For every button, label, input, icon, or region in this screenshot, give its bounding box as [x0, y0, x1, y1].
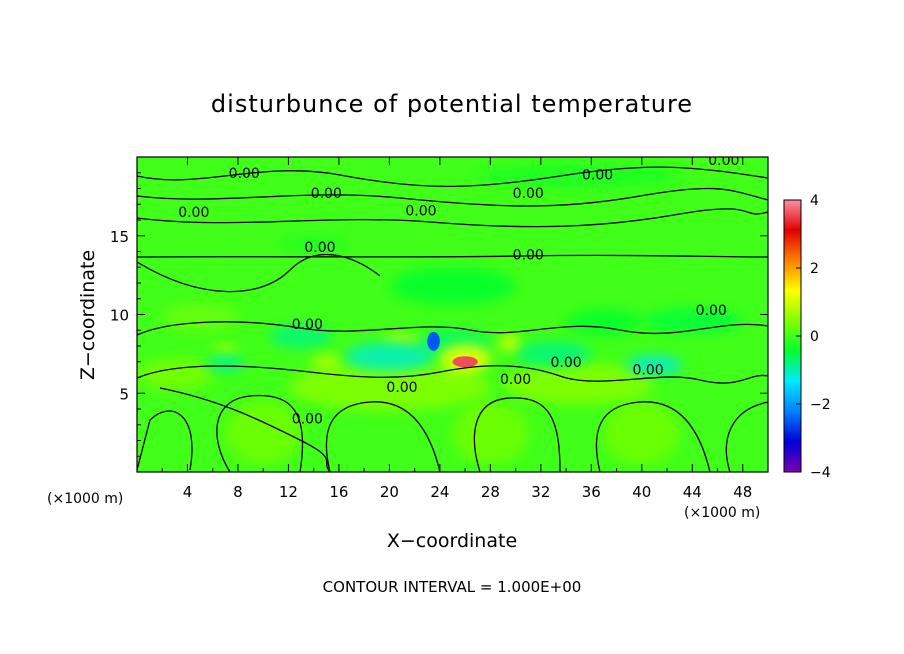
x-tick-label: 12	[279, 483, 298, 501]
anomaly-blob	[225, 401, 302, 465]
contour-label: 0.00	[311, 186, 342, 202]
x-tick-label: 16	[329, 483, 348, 501]
anomaly-blob	[282, 237, 346, 250]
anomaly-blob	[515, 341, 592, 367]
contour-zero-line	[725, 401, 768, 472]
anomaly-blob	[206, 355, 245, 372]
contour-label: 0.00	[633, 363, 664, 379]
anomaly-blob	[641, 308, 743, 334]
x-tick-label: 20	[380, 483, 399, 501]
contour-zero-line	[137, 208, 768, 228]
contour-label: 0.00	[405, 204, 436, 220]
x-tick-label: 40	[632, 483, 651, 501]
contour-label: 0.00	[229, 166, 260, 182]
anomaly-blob	[162, 303, 238, 332]
contour-zero-line	[137, 253, 381, 293]
anomaly-blob	[345, 342, 434, 372]
colorbar: 4 2 0 −2 −4	[783, 193, 831, 481]
colorbar-tick-label: 2	[810, 261, 819, 277]
x-tick-label: 8	[233, 483, 243, 501]
y-unit-label: (×1000 m)	[47, 491, 123, 507]
y-tick-label: 15	[110, 228, 129, 246]
contour-zero-line	[137, 365, 768, 384]
x-tick-label: 32	[531, 483, 550, 501]
colorbar-tick-label: 0	[810, 329, 819, 345]
anomaly-blob	[389, 267, 516, 306]
anomaly-blob	[427, 331, 440, 351]
anomaly-blob	[452, 356, 478, 368]
contour-label: 0.00	[582, 167, 613, 183]
x-tick-label: 4	[183, 483, 193, 501]
y-tick-label: 10	[110, 307, 129, 325]
x-tick-label: 28	[481, 483, 500, 501]
anomaly-blob	[499, 334, 520, 351]
colorbar-tick-label: −4	[810, 465, 831, 481]
contour-label: 0.00	[178, 205, 209, 221]
contour-label: 0.00	[708, 153, 739, 169]
contour-zero-line	[216, 394, 304, 472]
contour-zero-line	[137, 187, 768, 207]
anomaly-blob	[381, 334, 423, 345]
contour-zero-line	[137, 254, 768, 258]
contour-zero-line	[137, 410, 193, 471]
colorbar-tick-label: −2	[810, 397, 831, 413]
x-tick-label: 44	[683, 483, 702, 501]
contour-zero-line	[159, 387, 331, 472]
contour-label: 0.00	[550, 355, 581, 371]
contour-zero-line	[595, 401, 711, 472]
anomaly-blob	[311, 354, 342, 369]
contour-label: 0.00	[292, 317, 323, 333]
contour-zero-line	[137, 166, 768, 188]
anomaly-layer	[137, 164, 743, 465]
y-axis: 5 10 15	[110, 172, 768, 457]
plot-area: 0.00 0.00 0.00 0.00 0.00 0.00 0.00 0.00 0.00 0.00…	[136, 153, 769, 473]
x-tick-label: 36	[582, 483, 601, 501]
anomaly-blob	[269, 325, 333, 348]
colorbar-tick-label: 4	[810, 193, 819, 209]
contour-label: 0.00	[513, 186, 544, 202]
y-axis-label: Z−coordinate	[77, 250, 99, 380]
anomaly-blob	[477, 164, 680, 187]
contour-zero-line	[473, 397, 561, 472]
contour-lines	[137, 166, 768, 472]
chart-title: disturbunce of potential temperature	[211, 90, 693, 118]
x-unit-label: (×1000 m)	[684, 505, 760, 521]
contour-label: 0.00	[513, 248, 544, 264]
contour-label: 0.00	[386, 380, 417, 396]
anomaly-blob	[452, 401, 529, 465]
contour-label: 0.00	[304, 240, 335, 256]
x-axis-label: X−coordinate	[387, 530, 517, 552]
anomaly-blob	[603, 401, 680, 465]
contour-label: 0.00	[500, 372, 531, 388]
anomaly-blob	[502, 363, 655, 405]
anomaly-blob	[626, 355, 683, 375]
anomaly-blob	[566, 309, 642, 335]
contour-zero-line	[137, 321, 768, 336]
contour-label: 0.00	[696, 303, 727, 319]
x-tick-label: 48	[733, 483, 752, 501]
anomaly-blob	[212, 344, 238, 354]
y-tick-label: 5	[119, 385, 129, 403]
contour-labels: 0.00 0.00 0.00 0.00 0.00 0.00 0.00 0.00 0.00 0.00…	[178, 153, 739, 427]
contour-zero-line	[325, 401, 441, 472]
x-tick-label: 24	[430, 483, 449, 501]
contour-label: 0.00	[292, 411, 323, 427]
contour-interval: CONTOUR INTERVAL = 1.000E+00	[323, 578, 582, 596]
x-axis: 4 8 12 16 20 24 28 32 36 40 44 48	[161, 157, 752, 501]
